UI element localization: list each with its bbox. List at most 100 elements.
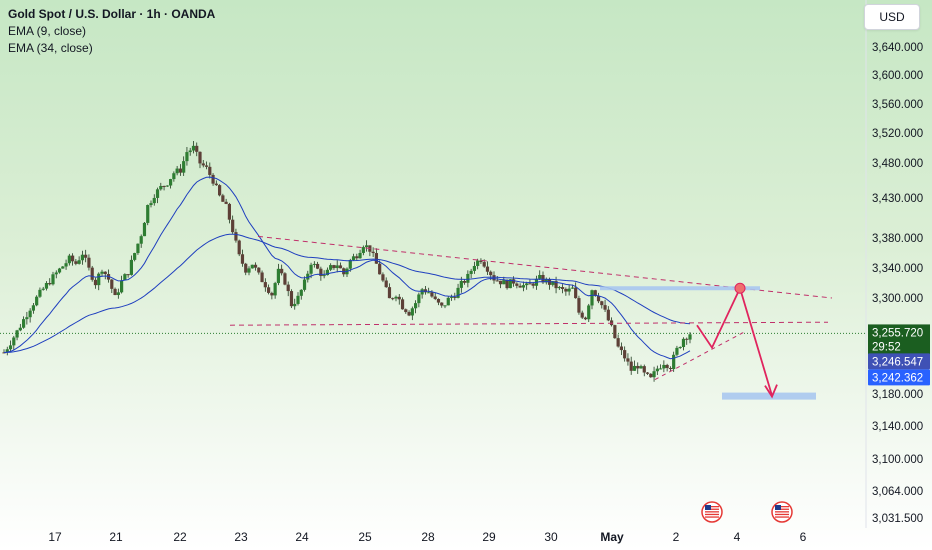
candle bbox=[518, 285, 522, 288]
candle bbox=[175, 168, 179, 174]
y-tick-label: 3,380.000 bbox=[872, 233, 923, 245]
candle bbox=[636, 365, 640, 369]
candle bbox=[74, 261, 78, 264]
candle bbox=[512, 279, 516, 284]
candle bbox=[378, 263, 382, 275]
candle bbox=[433, 296, 437, 299]
candle bbox=[35, 296, 39, 306]
candle bbox=[371, 251, 375, 254]
candle bbox=[299, 289, 303, 296]
candle bbox=[309, 264, 313, 274]
candle bbox=[221, 195, 225, 202]
candle bbox=[482, 262, 486, 267]
candle bbox=[169, 179, 173, 186]
candle bbox=[531, 283, 535, 286]
candle bbox=[185, 152, 189, 162]
projection-arrowhead bbox=[764, 384, 778, 399]
candle bbox=[410, 308, 414, 316]
candle bbox=[355, 256, 359, 259]
candle bbox=[453, 296, 457, 298]
candle bbox=[116, 292, 120, 296]
x-tick-label: 2 bbox=[673, 530, 680, 544]
candle bbox=[629, 361, 633, 371]
candle bbox=[231, 219, 235, 233]
candle bbox=[218, 185, 222, 196]
candle bbox=[655, 368, 659, 372]
candle bbox=[25, 317, 29, 320]
candle bbox=[593, 290, 597, 296]
candle bbox=[120, 280, 124, 293]
candle bbox=[332, 265, 336, 269]
candle bbox=[211, 174, 215, 184]
candle bbox=[273, 283, 277, 296]
candle bbox=[394, 296, 398, 299]
candle bbox=[335, 265, 339, 269]
candle bbox=[312, 263, 316, 265]
candle bbox=[610, 320, 614, 326]
candle bbox=[476, 260, 480, 266]
candle bbox=[129, 259, 133, 275]
x-tick-label: 24 bbox=[295, 530, 309, 544]
candle bbox=[159, 185, 163, 190]
y-tick-label: 3,600.000 bbox=[872, 70, 923, 82]
candle bbox=[463, 281, 467, 283]
candle bbox=[67, 255, 71, 264]
candle bbox=[430, 292, 434, 297]
candle bbox=[675, 347, 679, 355]
candle bbox=[561, 287, 565, 289]
candle bbox=[649, 373, 653, 378]
candle bbox=[270, 292, 274, 296]
target-zone bbox=[722, 392, 816, 400]
candle bbox=[80, 254, 84, 261]
ema-fast-price-tag-bg bbox=[868, 353, 930, 370]
candle bbox=[639, 366, 643, 369]
candle bbox=[149, 203, 153, 206]
currency-button[interactable]: USD bbox=[864, 4, 920, 30]
candle bbox=[240, 254, 245, 264]
us-flag-icon bbox=[701, 501, 723, 523]
candle bbox=[54, 272, 58, 275]
candle bbox=[22, 319, 26, 328]
candle bbox=[237, 240, 241, 255]
candle bbox=[570, 287, 574, 289]
candle bbox=[472, 265, 476, 271]
candle bbox=[162, 185, 166, 187]
candle bbox=[668, 367, 672, 370]
candle bbox=[338, 265, 343, 269]
candle bbox=[678, 347, 682, 349]
candle bbox=[172, 173, 176, 180]
candle bbox=[188, 150, 192, 153]
ema-slow-label[interactable]: EMA (34, close) bbox=[8, 41, 93, 55]
candle bbox=[195, 145, 199, 152]
candle bbox=[2, 352, 6, 354]
candle bbox=[201, 163, 205, 166]
support-line bbox=[229, 321, 829, 326]
candle bbox=[374, 253, 378, 264]
candle bbox=[319, 268, 323, 276]
candle bbox=[214, 183, 218, 186]
candle bbox=[28, 310, 32, 318]
candle bbox=[18, 327, 22, 331]
candle bbox=[90, 267, 94, 280]
candle bbox=[495, 280, 499, 282]
projection-path bbox=[696, 285, 773, 396]
candle bbox=[502, 280, 506, 285]
x-tick-label: 28 bbox=[421, 530, 435, 544]
candle bbox=[645, 372, 650, 374]
candle bbox=[528, 283, 532, 285]
reversal-point bbox=[734, 282, 746, 294]
candle bbox=[381, 274, 385, 281]
ema-fast-label[interactable]: EMA (9, close) bbox=[8, 24, 87, 38]
candle bbox=[329, 265, 333, 270]
x-tick-label: 22 bbox=[173, 530, 187, 544]
candle bbox=[280, 268, 284, 274]
candle bbox=[41, 288, 45, 290]
candle bbox=[440, 302, 444, 306]
y-tick-label: 3,031.500 bbox=[872, 513, 923, 525]
candle bbox=[365, 245, 369, 248]
symbol-title[interactable]: Gold Spot / U.S. Dollar · 1h · OANDA bbox=[8, 7, 216, 21]
candle bbox=[64, 263, 68, 267]
x-tick-label: May bbox=[600, 530, 624, 544]
